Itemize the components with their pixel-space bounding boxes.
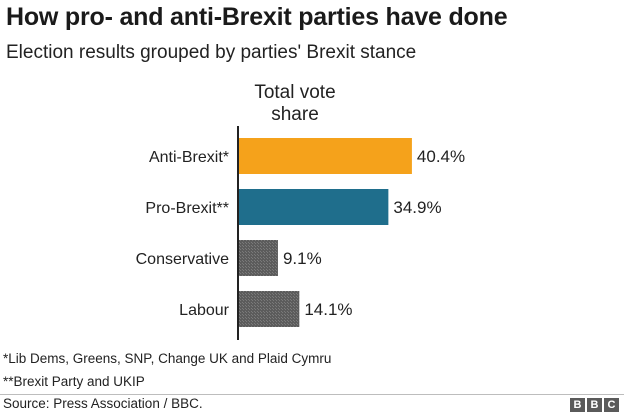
value-label: 14.1% — [304, 300, 352, 319]
bbc-logo-block: B — [587, 398, 602, 412]
category-label: Anti-Brexit* — [149, 149, 229, 166]
column-header-line-1: Total vote — [254, 82, 335, 103]
value-label: 40.4% — [417, 147, 465, 166]
bars-group: Anti-Brexit* 40.4% Pro-Brexit** 34.9% Conser… — [136, 138, 465, 327]
footnote-pro-brexit: **Brexit Party and UKIP — [3, 374, 145, 389]
bar — [239, 189, 389, 225]
bbc-logo: B B C — [570, 398, 619, 412]
bar — [239, 138, 412, 174]
bbc-logo-block: C — [604, 398, 619, 412]
chart-subtitle: Election results grouped by parties' Bre… — [6, 42, 417, 63]
footnote-anti-brexit: *Lib Dems, Greens, SNP, Change UK and Pl… — [3, 351, 332, 366]
bar — [239, 240, 278, 276]
chart-title: How pro- and anti-Brexit parties have do… — [6, 3, 508, 31]
source-text: Source: Press Association / BBC. — [3, 396, 203, 411]
bar-chart: Total vote share Anti-Brexit* 40.4% Pro-Br… — [136, 82, 465, 340]
category-label: Labour — [179, 302, 229, 319]
footer-divider — [0, 394, 624, 395]
value-label: 34.9% — [393, 198, 441, 217]
value-label: 9.1% — [283, 249, 322, 268]
category-label: Conservative — [136, 251, 229, 268]
column-header-line-2: share — [271, 104, 319, 125]
bar — [239, 291, 300, 327]
bbc-logo-block: B — [570, 398, 585, 412]
category-label: Pro-Brexit** — [145, 200, 229, 217]
